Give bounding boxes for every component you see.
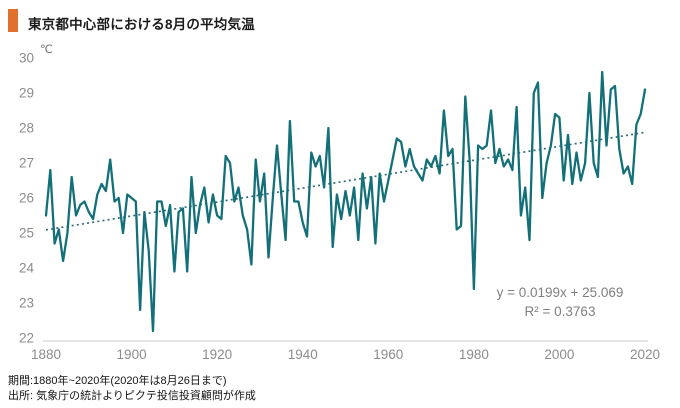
x-tick-label: 2020: [630, 347, 660, 362]
period-note: 期間:1880年~2020年(2020年は8月26日まで): [8, 375, 227, 387]
x-tick-label: 1880: [31, 347, 61, 362]
source-line: 出所: 気象庁の統計よりピクテ投信投資顧問が作成: [8, 389, 256, 402]
page-title: 東京都中心部における8月の平均気温: [28, 17, 255, 32]
y-tick-label: 28: [19, 121, 34, 136]
y-tick-label: 27: [19, 156, 34, 171]
y-tick-label: 26: [19, 191, 34, 206]
chart-header: 東京都中心部における8月の平均気温: [0, 0, 680, 36]
x-tick-label: 1940: [288, 347, 318, 362]
temperature-series-line: [44, 70, 647, 333]
y-tick-label: 30: [19, 51, 34, 66]
trendline: [45, 131, 646, 231]
y-tick-label: 22: [19, 331, 34, 346]
x-tick-label: 1900: [117, 347, 147, 362]
x-tick-label: 1980: [459, 347, 489, 362]
source-note: 期間:1880年~2020年(2020年は8月26日まで) 出所: 気象庁の統計…: [8, 374, 256, 403]
y-tick-label: 24: [19, 261, 35, 276]
y-tick-label: 29: [19, 86, 34, 101]
y-axis-unit-label: ℃: [40, 44, 53, 56]
x-tick-label: 1920: [202, 347, 232, 362]
y-tick-label: 25: [19, 226, 34, 241]
x-tick-label: 1960: [373, 347, 403, 362]
trendline-annotation: y = 0.0199x + 25.069 R² = 0.3763: [452, 283, 668, 321]
x-tick-label: 2000: [544, 347, 574, 362]
trendline-r-squared: R² = 0.3763: [524, 304, 596, 319]
title-accent-bar: [8, 9, 18, 32]
y-tick-label: 23: [19, 296, 34, 311]
trendline-equation: y = 0.0199x + 25.069: [496, 285, 624, 300]
